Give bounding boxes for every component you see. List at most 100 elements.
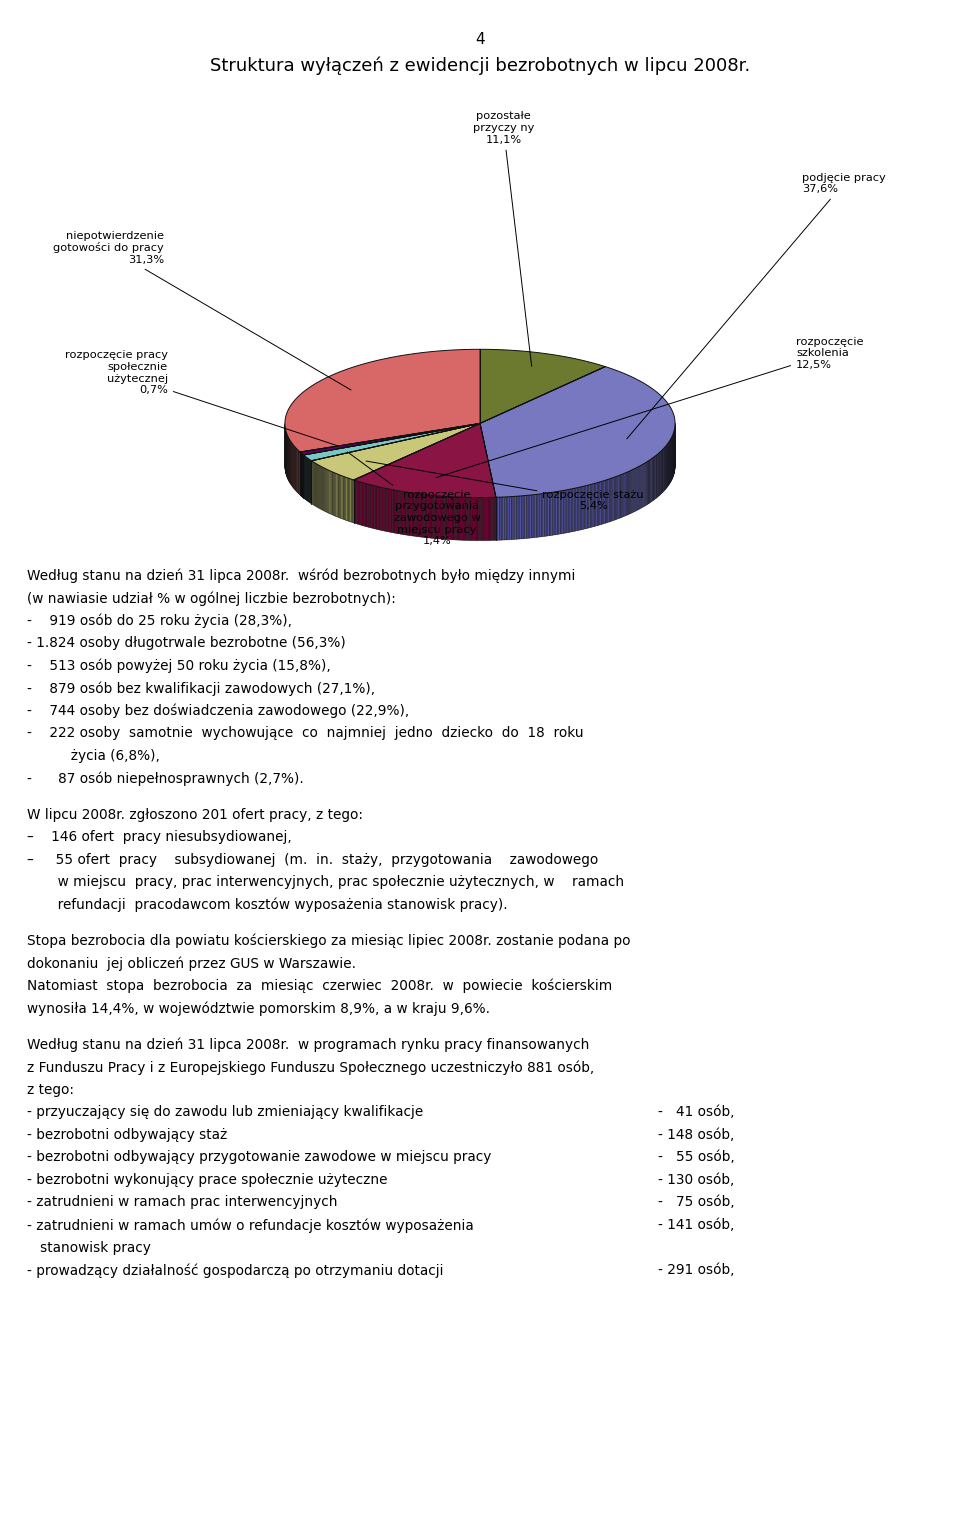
Text: - przyuczający się do zawodu lub zmieniający kwalifikacje: - przyuczający się do zawodu lub zmienia…	[27, 1105, 423, 1119]
Polygon shape	[571, 489, 572, 532]
Text: - 130 osób,: - 130 osób,	[658, 1173, 734, 1187]
Polygon shape	[512, 497, 513, 539]
Polygon shape	[434, 495, 436, 538]
Polygon shape	[443, 497, 444, 539]
Polygon shape	[358, 482, 359, 524]
Text: rozpoczęcie
przygotowania
zawodowego w
miejscu pracy
1,4%: rozpoczęcie przygotowania zawodowego w m…	[348, 453, 480, 546]
Polygon shape	[501, 497, 503, 539]
Polygon shape	[285, 349, 480, 453]
Polygon shape	[420, 494, 421, 536]
Polygon shape	[376, 486, 377, 529]
Polygon shape	[398, 491, 400, 533]
Polygon shape	[526, 495, 528, 538]
Polygon shape	[508, 497, 510, 539]
Polygon shape	[431, 495, 433, 538]
Polygon shape	[513, 497, 515, 539]
Polygon shape	[631, 469, 632, 514]
Polygon shape	[637, 466, 638, 511]
Polygon shape	[600, 482, 601, 524]
Polygon shape	[523, 495, 525, 538]
Polygon shape	[531, 495, 533, 538]
Polygon shape	[594, 483, 596, 526]
Text: - 148 osób,: - 148 osób,	[658, 1128, 734, 1141]
Polygon shape	[429, 495, 431, 538]
Polygon shape	[519, 495, 521, 539]
Polygon shape	[541, 494, 542, 536]
Polygon shape	[496, 497, 497, 539]
Polygon shape	[446, 497, 448, 539]
Polygon shape	[627, 471, 628, 515]
Text: -    222 osoby  samotnie  wychowujące  co  najmniej  jedno  dziecko  do  18  rok: - 222 osoby samotnie wychowujące co najm…	[27, 727, 584, 741]
Polygon shape	[390, 489, 391, 532]
Text: 4: 4	[475, 32, 485, 47]
Text: Struktura wyłączeń z ewidencji bezrobotnych w lipcu 2008r.: Struktura wyłączeń z ewidencji bezrobotn…	[210, 56, 750, 75]
Polygon shape	[323, 466, 324, 511]
Polygon shape	[342, 475, 344, 520]
Polygon shape	[552, 492, 554, 535]
Polygon shape	[585, 486, 586, 529]
Text: -    879 osób bez kwalifikacji zawodowych (27,1%),: - 879 osób bez kwalifikacji zawodowych (…	[27, 681, 375, 696]
Polygon shape	[528, 495, 530, 538]
Polygon shape	[440, 495, 441, 539]
Polygon shape	[402, 491, 403, 535]
Polygon shape	[317, 465, 318, 507]
Text: w miejscu  pracy, prac interwencyjnych, prac społecznie użytecznych, w    ramach: w miejscu pracy, prac interwencyjnych, p…	[27, 875, 624, 888]
Polygon shape	[547, 492, 549, 536]
Polygon shape	[354, 480, 355, 523]
Text: Według stanu na dzień 31 lipca 2008r.  wśród bezrobotnych było między innymi: Według stanu na dzień 31 lipca 2008r. wś…	[27, 568, 575, 584]
Text: -    919 osób do 25 roku życia (28,3%),: - 919 osób do 25 roku życia (28,3%),	[27, 614, 292, 628]
Text: -   55 osób,: - 55 osób,	[658, 1151, 734, 1164]
Polygon shape	[480, 367, 675, 497]
Polygon shape	[341, 475, 342, 518]
Text: rozpoczęcie pracy
społecznie
użytecznej
0,7%: rozpoczęcie pracy społecznie użytecznej …	[65, 351, 338, 447]
Polygon shape	[551, 492, 552, 535]
Polygon shape	[639, 465, 640, 509]
Polygon shape	[436, 495, 438, 538]
Polygon shape	[625, 472, 626, 517]
Polygon shape	[562, 491, 564, 533]
Polygon shape	[561, 491, 562, 533]
Polygon shape	[324, 468, 325, 512]
Polygon shape	[318, 465, 319, 509]
Polygon shape	[438, 495, 440, 539]
Polygon shape	[354, 424, 496, 497]
Text: refundacji  pracodawcom kosztów wyposażenia stanowisk pracy).: refundacji pracodawcom kosztów wyposażen…	[27, 898, 508, 913]
Polygon shape	[303, 424, 480, 460]
Polygon shape	[397, 491, 398, 533]
Polygon shape	[415, 494, 417, 536]
Polygon shape	[465, 497, 467, 541]
Polygon shape	[428, 495, 429, 538]
Polygon shape	[393, 489, 394, 533]
Polygon shape	[315, 463, 316, 506]
Text: - zatrudnieni w ramach umów o refundacje kosztów wyposażenia: - zatrudnieni w ramach umów o refundacje…	[27, 1218, 473, 1233]
Polygon shape	[619, 475, 620, 518]
Text: - bezrobotni odbywający przygotowanie zawodowe w miejscu pracy: - bezrobotni odbywający przygotowanie za…	[27, 1151, 492, 1164]
Polygon shape	[406, 492, 408, 535]
Text: - bezrobotni odbywający staż: - bezrobotni odbywający staż	[27, 1128, 228, 1141]
Polygon shape	[612, 477, 614, 521]
Polygon shape	[336, 474, 337, 517]
Polygon shape	[400, 491, 402, 535]
Text: Według stanu na dzień 31 lipca 2008r.  w programach rynku pracy finansowanych: Według stanu na dzień 31 lipca 2008r. w …	[27, 1038, 589, 1052]
Polygon shape	[579, 488, 580, 530]
Polygon shape	[365, 483, 366, 526]
Polygon shape	[638, 466, 639, 509]
Polygon shape	[479, 497, 480, 541]
Polygon shape	[620, 474, 621, 518]
Polygon shape	[538, 494, 540, 536]
Polygon shape	[383, 488, 385, 530]
Polygon shape	[394, 489, 396, 533]
Polygon shape	[372, 485, 373, 529]
Polygon shape	[624, 472, 625, 517]
Text: stanowisk pracy: stanowisk pracy	[27, 1241, 151, 1254]
Text: - 291 osób,: - 291 osób,	[658, 1263, 734, 1277]
Polygon shape	[564, 489, 566, 533]
Polygon shape	[598, 482, 600, 526]
Polygon shape	[374, 486, 376, 529]
Polygon shape	[377, 486, 379, 530]
Polygon shape	[572, 488, 574, 532]
Polygon shape	[369, 485, 371, 527]
Polygon shape	[518, 495, 519, 539]
Polygon shape	[453, 497, 455, 539]
Polygon shape	[456, 497, 458, 539]
